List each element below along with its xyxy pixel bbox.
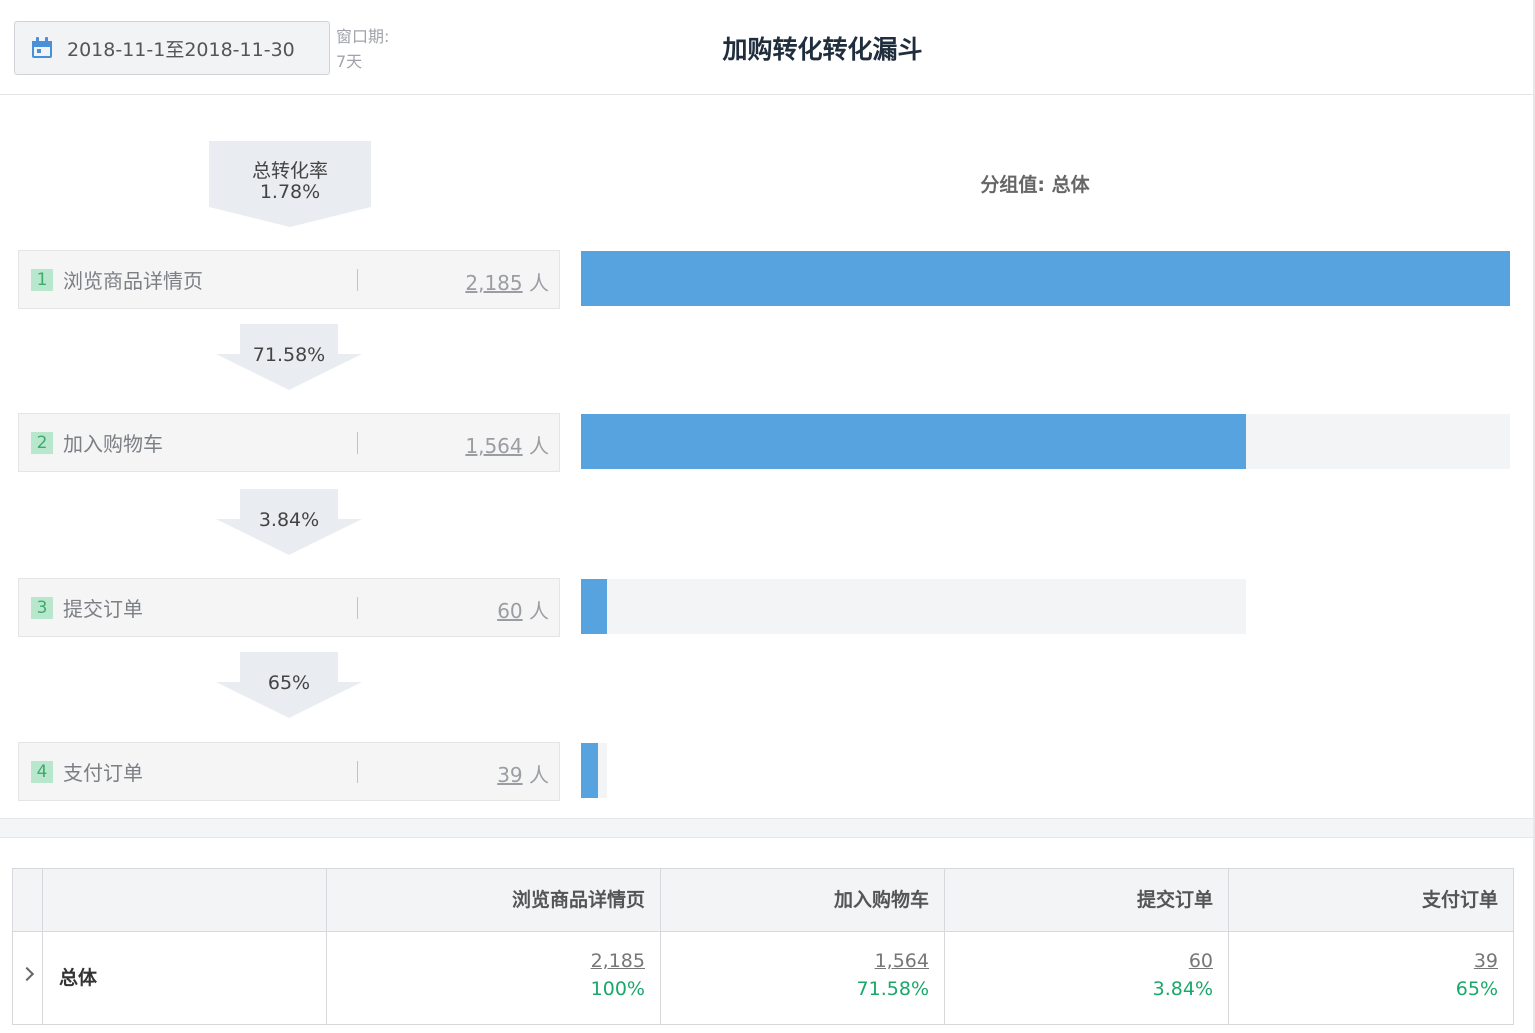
step-name: 浏览商品详情页 xyxy=(63,269,203,293)
funnel-bar-3[interactable] xyxy=(581,579,607,634)
step-number: 4 xyxy=(31,760,53,783)
cell-percent: 71.58% xyxy=(856,978,929,1000)
cell-percent: 65% xyxy=(1455,978,1498,1000)
down-arrow-icon xyxy=(216,489,362,555)
date-range-picker[interactable]: 2018-11-1至2018-11-30 xyxy=(14,21,330,75)
step-count-link[interactable]: 1,564 xyxy=(465,434,523,458)
step-count-link[interactable]: 2,185 xyxy=(465,271,523,295)
step-name: 加入购物车 xyxy=(63,432,163,456)
down-arrow-icon xyxy=(216,324,362,390)
cell-value-link[interactable]: 2,185 xyxy=(590,950,645,972)
conversion-rate: 71.58% xyxy=(252,344,326,366)
group-column-header xyxy=(43,869,327,931)
down-arrow-icon xyxy=(216,652,362,718)
table-header-row: 浏览商品详情页 加入购物车 提交订单 支付订单 xyxy=(13,869,1513,932)
date-range-text: 2018-11-1至2018-11-30 xyxy=(67,38,295,61)
window-period-value: 7天 xyxy=(336,52,363,71)
cell-value-link[interactable]: 1,564 xyxy=(874,950,929,972)
unit-label: 人 xyxy=(529,599,549,623)
funnel-step-4: 4 支付订单 39 人 xyxy=(18,742,560,801)
unit-label: 人 xyxy=(529,271,549,295)
column-header: 支付订单 xyxy=(1421,889,1498,911)
scroll-edge xyxy=(1533,0,1535,1033)
window-period: 窗口期: 7天 xyxy=(336,24,389,74)
step-count: 1,564 人 xyxy=(465,430,549,459)
conversion-arrow-1: 71.58% xyxy=(216,324,362,390)
group-name: 总体 xyxy=(43,932,327,1024)
table-row: 总体 2,185 100% 1,564 71.58% 60 3.84% 39 6… xyxy=(13,932,1513,1024)
cell-percent: 3.84% xyxy=(1152,978,1213,1000)
table-cell: 60 3.84% xyxy=(945,932,1229,1024)
step-count: 2,185 人 xyxy=(465,267,549,296)
chevron-right-icon[interactable] xyxy=(19,966,35,982)
total-conversion-arrow-shape xyxy=(209,141,371,227)
calendar-icon xyxy=(31,37,53,59)
cell-percent: 100% xyxy=(590,978,645,1000)
total-conversion-badge: 总转化率 1.78% xyxy=(209,141,371,227)
step-number: 1 xyxy=(31,268,53,291)
funnel-step-2: 2 加入购物车 1,564 人 xyxy=(18,413,560,472)
conversion-rate: 3.84% xyxy=(258,509,320,531)
conversion-arrow-2: 3.84% xyxy=(216,489,362,555)
divider xyxy=(357,597,358,619)
funnel-step-1: 1 浏览商品详情页 2,185 人 xyxy=(18,250,560,309)
header: 2018-11-1至2018-11-30 窗口期: 7天 加购转化转化漏斗 xyxy=(0,0,1535,95)
cell-value-link[interactable]: 39 xyxy=(1473,950,1498,972)
table-cell: 1,564 71.58% xyxy=(661,932,945,1024)
step-count: 39 人 xyxy=(497,759,549,788)
column-header: 提交订单 xyxy=(945,869,1229,931)
funnel-table: 浏览商品详情页 加入购物车 提交订单 支付订单 总体 2,185 100% 1,… xyxy=(12,868,1514,1025)
conversion-arrow-3: 65% xyxy=(216,652,362,718)
divider xyxy=(357,269,358,291)
column-header: 加入购物车 xyxy=(661,869,945,931)
step-count: 60 人 xyxy=(497,595,549,624)
step-count-link[interactable]: 39 xyxy=(497,763,523,787)
page-title: 加购转化转化漏斗 xyxy=(722,35,923,64)
table-cell: 2,185 100% xyxy=(327,932,661,1024)
step-name: 支付订单 xyxy=(63,761,143,785)
expand-cell xyxy=(13,932,43,1024)
funnel-bar-1[interactable] xyxy=(581,251,1510,306)
step-number: 2 xyxy=(31,431,53,454)
total-conversion-label: 总转化率 xyxy=(251,160,328,182)
funnel-bar-2[interactable] xyxy=(581,414,1246,469)
cell-value-link[interactable]: 60 xyxy=(1188,950,1213,972)
conversion-rate: 65% xyxy=(267,672,311,694)
step-number: 3 xyxy=(31,596,53,619)
divider xyxy=(357,432,358,454)
funnel-bar-track-3 xyxy=(581,579,1246,634)
section-divider xyxy=(0,818,1535,838)
unit-label: 人 xyxy=(529,763,549,787)
step-name: 提交订单 xyxy=(63,597,143,621)
expand-column-header xyxy=(13,869,43,931)
unit-label: 人 xyxy=(529,434,549,458)
divider xyxy=(357,761,358,783)
funnel-step-3: 3 提交订单 60 人 xyxy=(18,578,560,637)
funnel-bar-4[interactable] xyxy=(581,743,598,798)
total-conversion-rate: 1.78% xyxy=(259,181,321,203)
group-value-label: 分组值: 总体 xyxy=(980,174,1090,196)
window-period-label: 窗口期: xyxy=(336,27,390,46)
column-header: 浏览商品详情页 xyxy=(327,869,661,931)
step-count-link[interactable]: 60 xyxy=(497,599,523,623)
table-cell: 39 65% xyxy=(1229,932,1513,1024)
